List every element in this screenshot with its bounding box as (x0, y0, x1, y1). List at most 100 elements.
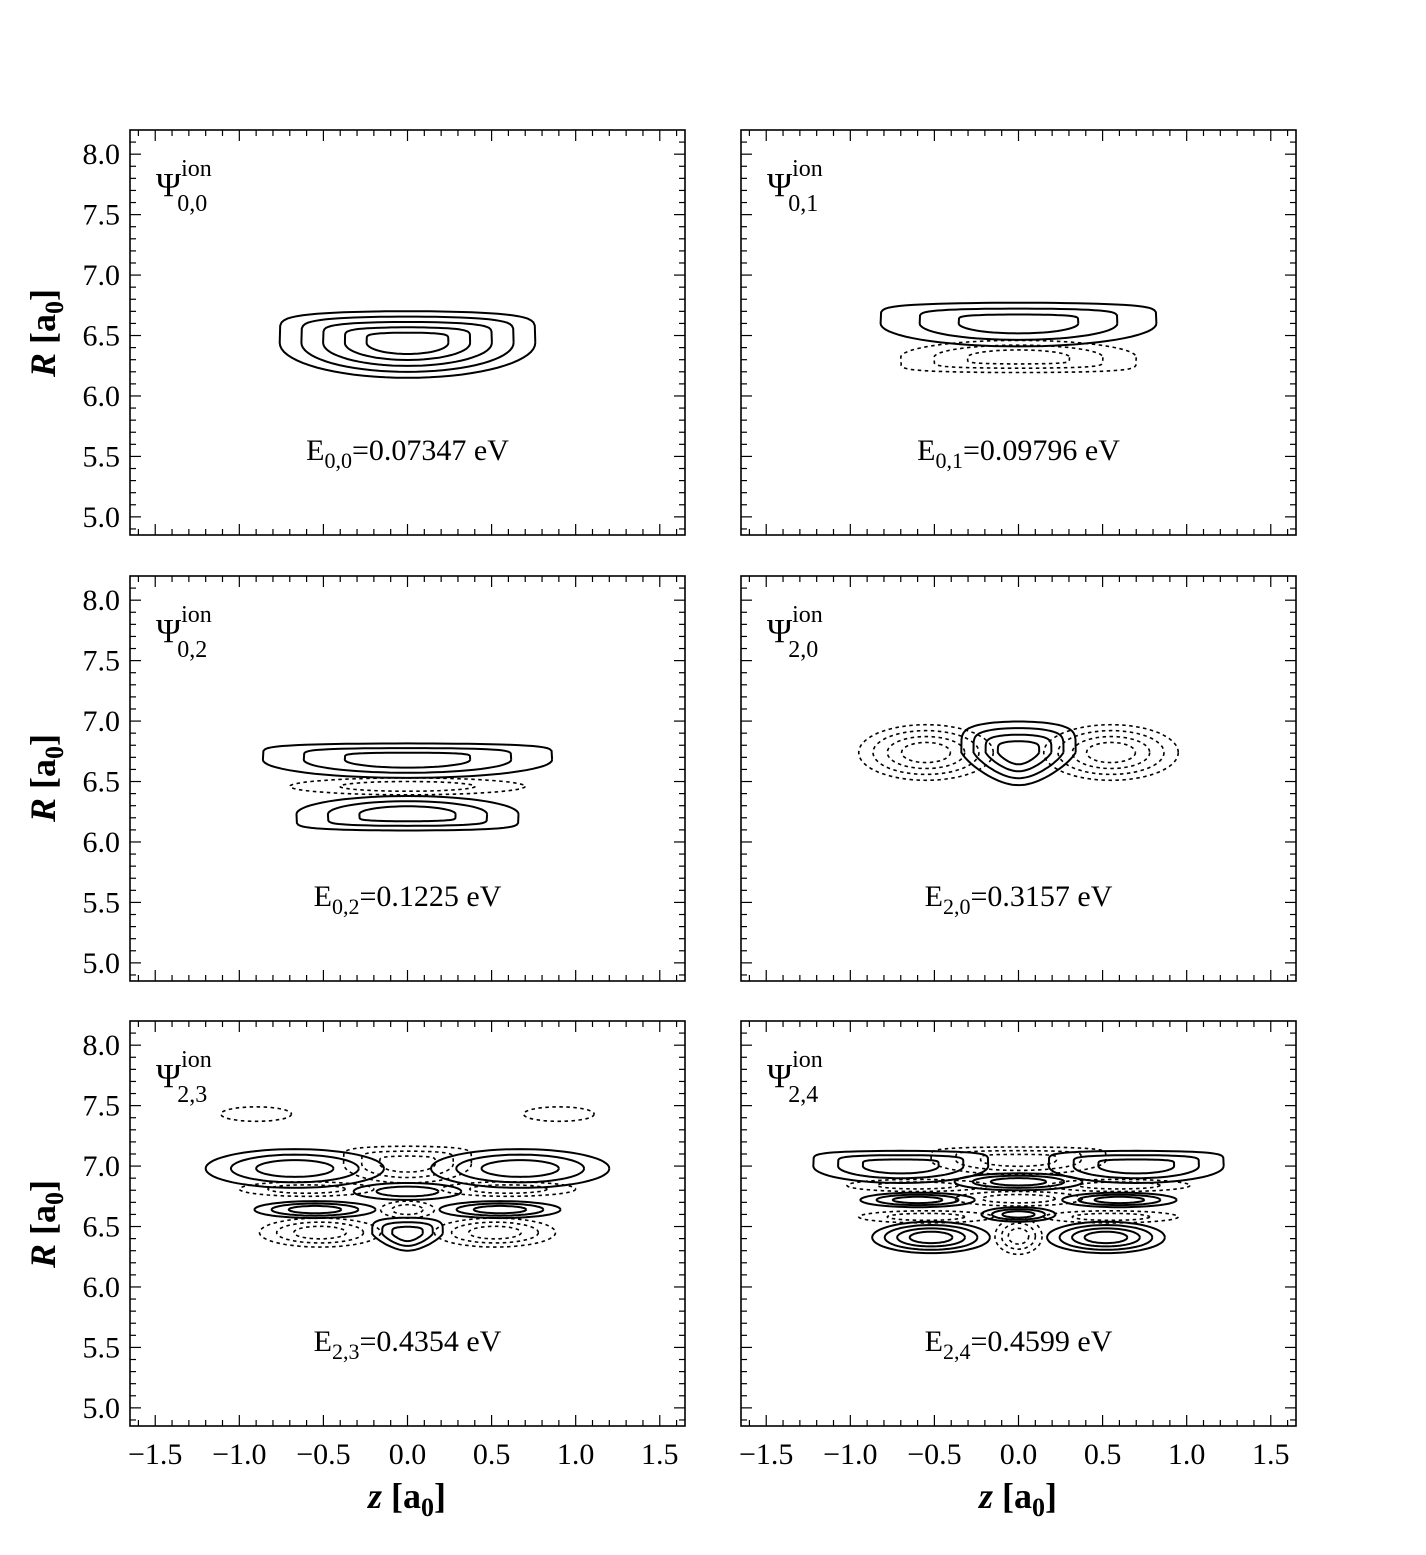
x-tick-label: 0.5 (1084, 1438, 1122, 1471)
contour-line (1071, 1227, 1141, 1248)
contour-line (857, 1210, 995, 1224)
contour-line (933, 344, 1104, 370)
y-tick-label: 7.0 (83, 1150, 121, 1183)
contour-line (996, 740, 1041, 766)
contour-line (258, 1217, 382, 1248)
panel-middle-right: Ψion 2,0 E2,0=0.3157 eV (740, 575, 1297, 982)
contour-line (480, 1159, 560, 1178)
energy-label: E2,4=0.4599 eV (925, 1325, 1113, 1364)
negative-lobe (857, 1210, 995, 1224)
negative-lobe (1047, 1178, 1191, 1193)
positive-lobe (295, 794, 520, 832)
contour-line (278, 310, 537, 379)
y-tick-label: 5.5 (83, 1331, 121, 1364)
y-tick-label: 7.0 (83, 705, 121, 738)
contour-line (255, 1159, 335, 1178)
y-tick-label: 5.0 (83, 947, 121, 980)
contour-line (1057, 729, 1165, 776)
y-tick-label: 6.0 (83, 826, 121, 859)
panel-top-right: Ψion 0,1 E0,1=0.09796 eV (740, 129, 1297, 536)
contour-line (365, 331, 450, 355)
x-axis-label-left: z [a0] (366, 1476, 446, 1522)
contour-line (899, 339, 1137, 374)
contour-line (378, 1155, 436, 1173)
negative-lobe (857, 723, 995, 782)
y-tick-label: 8.0 (83, 138, 121, 171)
negative-lobe (342, 1145, 473, 1184)
x-tick-label: 1.0 (1168, 1438, 1206, 1471)
panel-bottom-left: 5.0 5.5 6.0 6.5 7.0 7.5 8.0 −1.5 −1.0 −0.5 0.0 0.5 1… (83, 1020, 686, 1471)
contour-line (1042, 723, 1180, 782)
contour-line (1046, 1220, 1166, 1255)
contour-line (292, 1225, 348, 1240)
x-tick-label: 1.5 (641, 1438, 679, 1471)
y-tick-label: 7.5 (83, 1090, 121, 1123)
y-axis-label-bottom: R [a0] (23, 1180, 69, 1269)
contour-line (295, 794, 520, 832)
contour-line (438, 1200, 562, 1220)
contour-line (972, 727, 1065, 780)
contour-line (229, 1153, 360, 1184)
contour-line (204, 1148, 385, 1189)
y-tick-label: 8.0 (83, 1029, 121, 1062)
contour-line (980, 1206, 1057, 1223)
wavefunction-label: Ψion 0,0 (156, 156, 212, 217)
y-tick-label: 6.5 (83, 320, 121, 353)
contour-line (522, 1105, 595, 1123)
x-tick-label: −0.5 (296, 1438, 350, 1471)
contour-line (918, 307, 1119, 341)
wavefunction-label: Ψion 0,1 (767, 156, 823, 217)
contour-line (979, 1153, 1058, 1168)
y-tick-label: 5.5 (83, 440, 121, 473)
contour-line (1077, 1193, 1162, 1207)
y-tick-label: 7.0 (83, 259, 121, 292)
panel-middle-left: 5.0 5.5 6.0 6.5 7.0 7.5 8.0 Ψion 0,2 E0,2=0.1225 … (83, 575, 686, 982)
contour-line (908, 1230, 954, 1245)
contour-line (1097, 1158, 1176, 1175)
contour-line (846, 1178, 989, 1193)
energy-label: E0,1=0.09796 eV (917, 434, 1120, 473)
contour-line (980, 1193, 1056, 1204)
contour-line (812, 1149, 990, 1185)
wavefunction-label: Ψion 0,2 (156, 602, 212, 663)
x-tick-label: 0.0 (1000, 1438, 1038, 1471)
x-tick-label: 1.5 (1252, 1438, 1290, 1471)
contour-line (467, 1225, 522, 1240)
y-axis-label-top: R [a0] (23, 289, 69, 378)
x-tick-label: −1.0 (823, 1438, 877, 1471)
contour-line (1047, 1178, 1191, 1193)
contour-line (896, 1227, 966, 1248)
contour-line (1071, 735, 1151, 770)
contour-line (994, 1217, 1043, 1256)
contour-line (288, 777, 526, 796)
energy-label: E0,2=0.1225 eV (314, 880, 502, 919)
contour-line (371, 1216, 444, 1252)
y-tick-label: 7.5 (83, 199, 121, 232)
wavefunction-label: Ψion 2,4 (767, 1047, 823, 1108)
contour-line (375, 1185, 440, 1198)
x-tick-label: −1.0 (212, 1438, 266, 1471)
x-tick-label: 0.0 (389, 1438, 427, 1471)
y-tick-label: 8.0 (83, 584, 121, 617)
contour-line (275, 1221, 365, 1244)
contour-line (1085, 741, 1137, 764)
y-tick-label: 5.0 (83, 1392, 121, 1425)
negative-lobe (440, 1181, 577, 1198)
energy-label: E0,0=0.07347 eV (306, 434, 509, 473)
positive-lobe (859, 1191, 976, 1209)
contour-line (455, 1153, 586, 1184)
contour-line (900, 741, 952, 764)
contour-line (1083, 1230, 1129, 1245)
contour-line (322, 321, 493, 367)
contour-line (984, 733, 1053, 773)
negative-lobe (433, 1217, 557, 1248)
contour-line (253, 1200, 377, 1220)
contour-line (381, 1221, 434, 1247)
positive-lobe (871, 1220, 991, 1255)
contour-line (358, 805, 457, 823)
contour-line (891, 1195, 944, 1205)
contour-line (871, 1220, 991, 1255)
contour-line (872, 729, 980, 776)
panel-top-left: 5.0 5.5 6.0 6.5 7.0 7.5 8.0 Ψion 0,0 E0,0=0.07347… (83, 129, 686, 536)
